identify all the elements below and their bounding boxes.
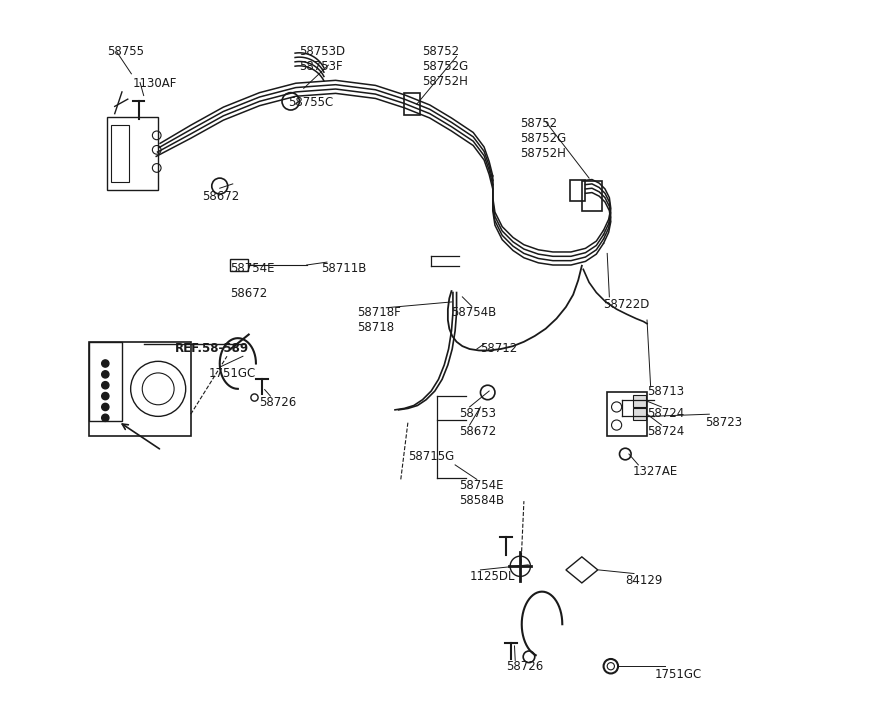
Text: 58753D
58753F: 58753D 58753F	[300, 45, 345, 73]
Circle shape	[101, 393, 109, 400]
Text: 58753: 58753	[459, 407, 496, 420]
Text: 58715G: 58715G	[408, 451, 454, 463]
Circle shape	[101, 382, 109, 389]
Bar	[633, 409, 646, 420]
Text: 58755C: 58755C	[288, 95, 334, 108]
Text: 1751GC: 1751GC	[209, 367, 256, 380]
Text: 1751GC: 1751GC	[655, 667, 702, 680]
Text: 1130AF: 1130AF	[133, 78, 177, 90]
Text: 58726: 58726	[260, 396, 297, 409]
Text: 1327AE: 1327AE	[633, 465, 678, 478]
Bar	[89, 342, 122, 422]
Text: 58724: 58724	[647, 425, 684, 438]
Bar	[570, 180, 586, 201]
Text: 58713: 58713	[647, 385, 684, 398]
Text: 58672: 58672	[202, 190, 239, 203]
Text: 58754E
58584B: 58754E 58584B	[459, 479, 503, 507]
Bar	[633, 395, 646, 407]
Circle shape	[101, 403, 109, 411]
Text: 58754B: 58754B	[452, 305, 496, 318]
Text: 58712: 58712	[481, 342, 517, 355]
Text: 58724: 58724	[647, 407, 684, 420]
Text: 58752
58752G
58752H: 58752 58752G 58752H	[520, 117, 566, 160]
Text: 58726: 58726	[506, 660, 543, 673]
Bar	[89, 342, 191, 436]
Text: 58672: 58672	[231, 287, 267, 300]
Circle shape	[101, 360, 109, 367]
Bar	[582, 181, 602, 212]
Bar	[405, 93, 420, 115]
Text: 58718F
58718: 58718F 58718	[357, 305, 401, 334]
Text: 1125DL: 1125DL	[469, 570, 515, 583]
Text: 58672: 58672	[459, 425, 496, 438]
Text: 58723: 58723	[705, 417, 742, 430]
Circle shape	[101, 414, 109, 422]
Text: 58754E: 58754E	[231, 262, 275, 275]
Bar	[607, 393, 647, 436]
Text: 58755: 58755	[108, 45, 144, 58]
Text: REF.58-589: REF.58-589	[175, 342, 249, 355]
Text: 84129: 84129	[625, 574, 662, 587]
Bar	[230, 260, 248, 270]
Text: 58711B: 58711B	[321, 262, 366, 275]
Bar	[111, 124, 129, 182]
Bar	[108, 117, 158, 190]
Circle shape	[101, 371, 109, 378]
Text: 58722D: 58722D	[604, 298, 650, 311]
Text: 58752
58752G
58752H: 58752 58752G 58752H	[422, 45, 468, 88]
